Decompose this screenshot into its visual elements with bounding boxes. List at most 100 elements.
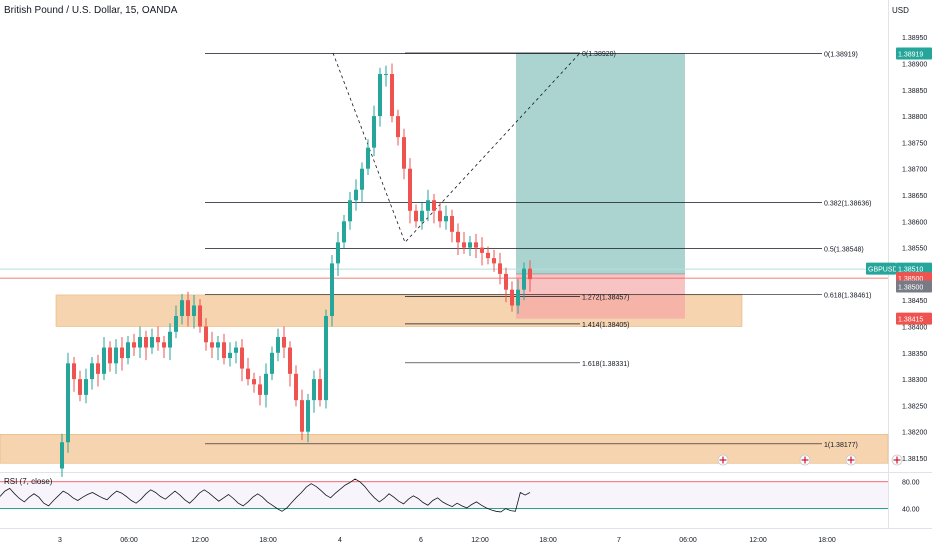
price-tick-label: 1.38350 <box>902 351 927 358</box>
candle-body <box>216 342 220 348</box>
fib-retracement-label: 0(1.38919) <box>824 52 858 59</box>
price-lines-layer <box>0 268 888 279</box>
candle-body <box>438 210 442 222</box>
candle-body <box>126 342 130 359</box>
price-badge-label: GBPUSD <box>868 267 898 274</box>
time-tick-label: 06:00 <box>120 537 138 544</box>
price-pane[interactable] <box>0 0 888 472</box>
rsi-label[interactable]: RSI (7, close) <box>4 477 53 486</box>
fib-extension-label: 1.618(1.38331) <box>582 361 629 368</box>
candle-body <box>186 300 190 316</box>
time-tick-label: 18:00 <box>539 537 557 544</box>
candle-body <box>96 363 100 374</box>
candle-body <box>228 352 232 359</box>
price-tick-label: 1.38200 <box>902 430 927 437</box>
price-badge-label: 1.38415 <box>898 317 923 324</box>
rsi-level-label: 40.00 <box>902 507 920 514</box>
price-badge <box>896 280 932 293</box>
price-tick-label: 1.38400 <box>902 325 927 332</box>
candle-body <box>384 74 388 76</box>
price-tick-label: 1.38250 <box>902 403 927 410</box>
candle-body <box>462 242 466 248</box>
event-flag-icon[interactable] <box>799 454 811 466</box>
candle-body <box>522 268 526 290</box>
price-tick-label: 1.38700 <box>902 167 927 174</box>
candle-body <box>198 305 202 327</box>
candle-body <box>348 200 352 222</box>
candle-body <box>486 252 490 259</box>
candle-body <box>246 368 250 380</box>
candle-body <box>366 147 370 169</box>
candle-body <box>318 379 322 401</box>
price-tick-label: 1.38800 <box>902 114 927 121</box>
event-flag-icon[interactable] <box>845 454 857 466</box>
profit-zone[interactable] <box>516 53 685 274</box>
time-tick-label: 12:00 <box>471 537 489 544</box>
time-tick-label: 7 <box>617 537 621 544</box>
candle-body <box>456 231 460 243</box>
candle-body <box>168 331 172 348</box>
fib-extension-label: 1.272(1.38457) <box>582 295 629 302</box>
price-tick-label: 1.38950 <box>902 35 927 42</box>
currency-label: USD <box>892 6 909 15</box>
candle-body <box>492 258 496 264</box>
time-tick-label: 06:00 <box>679 537 697 544</box>
candle-body <box>114 347 118 364</box>
price-badges: 1.38919 GBPUSD 1.38510 1.38500 1.38500 1.3841… <box>866 47 932 325</box>
position-layer[interactable] <box>516 53 685 319</box>
candle-body <box>240 347 244 369</box>
price-badge-label: 1.38510 <box>898 267 923 274</box>
event-flag-icon[interactable] <box>891 454 903 466</box>
candle-body <box>60 442 64 469</box>
candle-body <box>378 74 382 117</box>
rsi-pane[interactable]: 80.00 40.00 <box>0 478 920 514</box>
candle-body <box>156 337 160 343</box>
candle-body <box>90 363 94 380</box>
rsi-line[interactable] <box>0 478 531 513</box>
candle-body <box>258 384 262 395</box>
rsi-band <box>0 481 888 509</box>
candle-body <box>312 379 316 401</box>
pattern-path[interactable] <box>332 52 581 244</box>
candle-body <box>474 242 478 248</box>
time-tick-label: 18:00 <box>818 537 836 544</box>
price-badge <box>896 312 932 325</box>
candle-body <box>120 347 124 359</box>
price-tick-label: 1.38650 <box>902 193 927 200</box>
candle-body <box>234 347 238 353</box>
time-tick-label: 12:00 <box>749 537 767 544</box>
time-axis[interactable]: 3 06:00 12:00 18:00 4 6 12:00 18:00 7 06:00 12:00 1… <box>58 537 836 544</box>
price-badge-label: 1.38919 <box>898 52 923 59</box>
candle-body <box>402 137 406 169</box>
candle-body <box>264 373 268 395</box>
candle-body <box>150 337 154 348</box>
price-badge <box>896 47 932 60</box>
fib-extension-label: 1.414(1.38405) <box>582 322 629 329</box>
candle-body <box>300 400 304 432</box>
candle-body <box>192 305 196 316</box>
price-tick-label: 1.38850 <box>902 88 927 95</box>
candle-body <box>330 263 334 316</box>
candle-body <box>282 337 286 348</box>
price-axis[interactable]: 1.38150 1.38200 1.38250 1.38300 1.38350 1.384… <box>902 35 927 463</box>
price-tick-label: 1.38900 <box>902 62 927 69</box>
rsi-level-label: 80.00 <box>902 480 920 487</box>
price-tick-label: 1.38450 <box>902 298 927 305</box>
candle-body <box>354 189 358 201</box>
events-layer[interactable] <box>717 454 903 466</box>
candle-body <box>342 221 346 243</box>
candle-body <box>204 326 208 343</box>
candle-body <box>288 347 292 374</box>
price-badge <box>866 262 896 275</box>
candle-body <box>480 247 484 253</box>
time-tick-label: 18:00 <box>259 537 277 544</box>
symbol-title[interactable]: British Pound / U.S. Dollar, 15, OANDA <box>4 5 178 16</box>
candles-layer <box>60 63 532 477</box>
candle-body <box>108 347 112 364</box>
event-flag-icon[interactable] <box>717 454 729 466</box>
harmonic-pattern[interactable] <box>332 52 581 244</box>
candle-body <box>102 347 106 374</box>
candle-body <box>324 315 328 401</box>
candle-body <box>504 273 508 290</box>
